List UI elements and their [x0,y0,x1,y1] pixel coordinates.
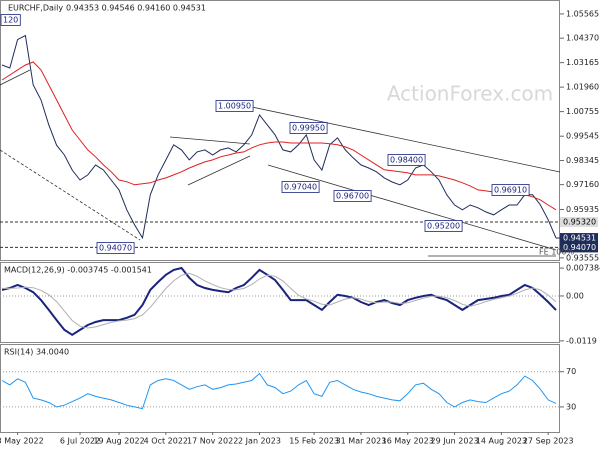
price-label-box [560,217,598,228]
annotation: 0.99950 [292,124,325,133]
annotation-box [215,100,254,112]
series-line [1,266,557,336]
annotation: 0.98400 [390,156,423,165]
x-tick-label: 4 Oct 2022 [144,437,188,446]
annotation-box [289,122,328,134]
y-tick-label: 0.99545 [566,132,599,141]
annotation: 1.00950 [218,102,251,111]
y-tick-label: 70 [566,367,576,376]
rsi-title: RSI(14) 34.0040 [4,348,69,357]
annotation: 0.96700 [336,192,369,201]
triangle-upper [169,136,251,145]
x-tick-label: 23 May 2022 [0,437,44,446]
watermark: ActionForex.com [387,82,553,106]
y-tick-label: 0.97160 [566,180,599,189]
trend-line [0,69,31,86]
channel-lower [267,164,557,251]
series-line [1,61,557,211]
x-tick-label: 29 Jun 2023 [431,437,479,446]
chart-title: EURCHF,Daily [8,4,63,13]
x-tick-label: 27 Sep 2023 [523,437,574,446]
x-tick-label: 6 Jul 2022 [60,437,100,446]
triangle-lower [187,155,251,186]
rsi-panel [0,344,560,433]
y-tick-label: 1.01960 [566,83,599,92]
panel-borders [0,0,560,433]
y-tick-label: 30 [566,402,576,411]
trend-lines [0,69,561,257]
y-tick-label: 1.00755 [566,107,599,116]
macd-panel [0,262,560,343]
dashed-trend [0,149,141,241]
annotation: 0.95200 [427,222,460,231]
annotation-box [491,184,530,196]
ohlc: 0.94353 0.94546 0.94160 0.94531 [66,4,206,13]
x-tick-label: 19 Aug 2022 [93,437,144,446]
y-tick-label: 0.93555 [566,253,599,262]
x-tick-label: 14 Aug 2023 [476,437,527,446]
x-tick-label: 17 Nov 2022 [187,437,238,446]
annotation-box [0,14,21,26]
x-tick-label: 31 Mar 2023 [336,437,387,446]
macd-title: MACD(12,26,9) -0.003745 -0.001541 [4,266,152,275]
annotation: 120 [3,16,18,25]
price-label-box [560,233,598,244]
annotation-box [387,154,426,166]
y-tick-label: 0.007384 [566,264,600,273]
annotation: FE 100% [539,248,574,257]
y-tick-label: 0.95935 [566,205,599,214]
y-tick-label: 1.03165 [566,58,599,67]
series-line [2,272,557,329]
y-tick-label: -0.0119 [566,336,597,345]
annotation-box [96,242,135,254]
price-label: 0.94070 [563,243,596,252]
price-label: 0.94531 [563,234,596,243]
y-tick-label: 0.98345 [566,156,599,165]
y-tick-label: 1.04370 [566,34,599,43]
x-tick-label: 2 Jan 2023 [238,437,281,446]
annotation: 0.94070 [99,244,132,253]
annotation: 0.97040 [284,183,317,192]
x-tick-label: 16 May 2023 [382,437,434,446]
main-panel [0,0,560,261]
annotation: 0.96910 [494,186,527,195]
series-line [1,372,557,410]
y-tick-label: 0.00 [566,291,584,300]
y-tick-label: 1.05565 [566,9,599,18]
x-tick-label: 15 Feb 2023 [289,437,339,446]
annotation-box [281,181,320,193]
annotation-box [333,190,372,202]
price-label: 0.95320 [563,218,596,227]
channel-upper [251,106,561,173]
price-label-box [560,242,598,253]
annotation-box [424,220,463,232]
